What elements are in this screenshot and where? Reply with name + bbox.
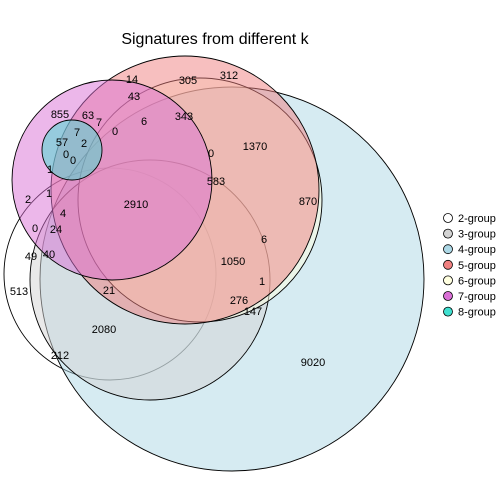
region-count-label: 0 [70,155,76,167]
region-count-label: 57 [56,137,68,149]
region-count-label: 2 [81,138,87,150]
legend-swatch-8-group [443,306,453,317]
legend-label-2-group: 2-group [458,213,496,225]
region-count-label: 513 [10,286,28,298]
region-count-label: 1 [46,188,52,200]
legend-label-8-group: 8-group [458,307,496,319]
set-circle-8-group [41,119,103,181]
legend-swatch-6-group [443,275,453,286]
legend-label-7-group: 7-group [458,291,496,303]
region-count-label: 2910 [124,199,148,211]
chart-title: Signatures from different k [121,31,309,48]
region-count-label: 1050 [221,256,245,268]
region-count-label: 870 [299,196,317,208]
region-count-label: 24 [50,224,62,236]
region-count-label: 343 [175,111,193,123]
region-count-label: 2080 [92,324,116,336]
legend-label-4-group: 4-group [458,244,496,256]
region-count-label: 0 [32,223,38,235]
region-count-label: 21 [103,285,115,297]
region-count-label: 305 [179,75,197,87]
region-count-label: 43 [128,91,140,103]
region-count-label: 9020 [301,357,325,369]
region-count-label: 0 [112,126,118,138]
region-count-label: 6 [261,234,267,246]
legend-label-6-group: 6-group [458,275,496,287]
region-count-label: 49 [25,251,37,263]
region-count-label: 40 [43,249,55,261]
region-count-label: 1 [259,276,265,288]
legend-swatch-2-group [443,213,453,223]
region-count-label: 212 [51,350,69,362]
set-circles [3,55,425,472]
region-count-label: 6 [141,116,147,128]
region-count-label: 7 [96,117,102,129]
region-count-label: 1370 [243,141,267,153]
region-count-label: 147 [244,306,262,318]
region-count-label: 276 [230,295,248,307]
region-count-label: 14 [126,74,138,86]
region-count-label: 1 [47,164,53,176]
region-count-label: 7 [74,127,80,139]
legend: 2-group 3-group 4-group 5-group 6-group 7-gro… [443,213,496,319]
region-count-label: 312 [220,70,238,82]
region-count-label: 0 [208,148,214,160]
region-count-label: 855 [51,109,69,121]
legend-swatch-4-group [443,244,453,255]
region-count-label: 2 [25,194,31,206]
legend-swatch-3-group [443,228,453,239]
legend-label-3-group: 3-group [458,229,496,241]
region-count-label: 583 [207,176,225,188]
region-count-label: 4 [60,208,66,220]
legend-swatch-5-group [443,259,453,270]
legend-label-5-group: 5-group [458,260,496,272]
legend-swatch-7-group [443,291,453,301]
region-count-label: 63 [82,110,94,122]
region-count-label: 0 [63,149,69,161]
